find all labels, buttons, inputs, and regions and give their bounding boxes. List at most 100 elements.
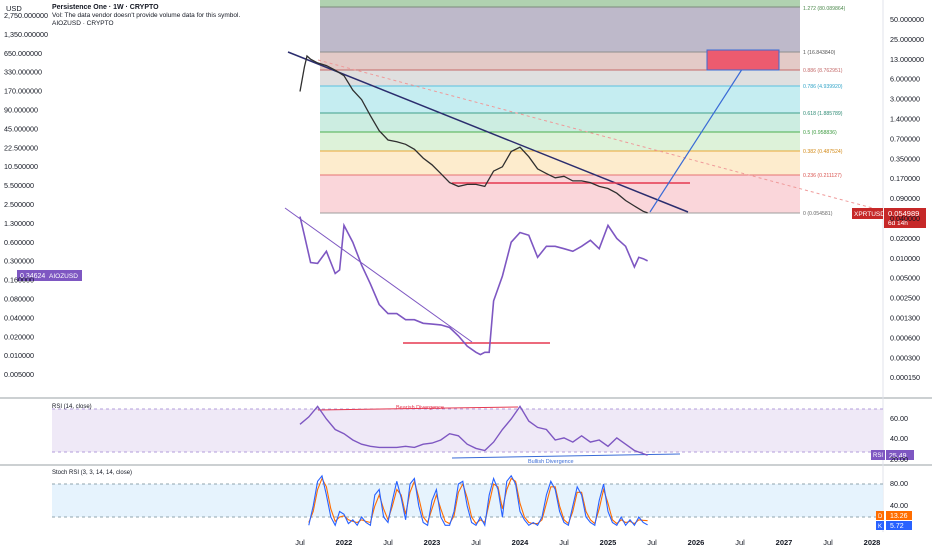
- fib-level-label: 0.886 (8.762951): [803, 68, 843, 74]
- right-tick-label: 3.000000: [890, 95, 920, 104]
- fib-level-label: 0 (0.054581): [803, 211, 833, 217]
- time-tick-label: Jul: [647, 538, 657, 547]
- rsi-badge: [871, 450, 885, 460]
- descending-trendline[interactable]: [287, 51, 689, 213]
- stoch-k-badge: [886, 521, 912, 530]
- d-badge: [876, 511, 884, 520]
- stoch-title: Stoch RSI (3, 3, 14, 14, close): [52, 470, 132, 476]
- rsi-axis: 60.00 40.00 20.00: [890, 414, 908, 464]
- stoch-tick-label: 80.00: [890, 479, 908, 488]
- currency-label: USD: [6, 4, 22, 13]
- fib-level-label: 0.786 (4.939920): [803, 84, 843, 90]
- aioz-symbol: AIOZUSD: [49, 273, 78, 280]
- chart-title: Persistence One · 1W · CRYPTO: [52, 4, 159, 11]
- left-tick-label: 0.080000: [4, 295, 34, 304]
- left-tick-label: 0.300000: [4, 257, 34, 266]
- rsi-tick-label: 40.00: [890, 434, 908, 443]
- xprt-countdown: 6d 14h: [888, 220, 908, 227]
- right-tick-label: 50.000000: [890, 15, 924, 24]
- right-tick-label: 0.170000: [890, 174, 920, 183]
- overlay-trendline[interactable]: [284, 207, 473, 343]
- left-tick-label: 5.500000: [4, 181, 34, 190]
- left-tick-label: 330.000000: [4, 68, 42, 77]
- left-tick-label: 1.300000: [4, 219, 34, 228]
- fib-band-1: [320, 7, 800, 52]
- bullish-divergence-line[interactable]: [451, 453, 681, 459]
- fib-level-label: 0.5 (0.958836): [803, 130, 837, 136]
- time-tick-label: Jul: [559, 538, 569, 547]
- fib-band-0618: [320, 86, 800, 113]
- k-badge-label: K: [878, 524, 882, 530]
- left-price-axis[interactable]: 2,750.000000 1,350.000000 650.000000 330.00…: [4, 11, 48, 379]
- fib-band-1272: [320, 0, 800, 7]
- right-tick-label: 0.005000: [890, 274, 920, 283]
- stoch-d-badge: [886, 511, 912, 520]
- rsi-series-line[interactable]: [299, 405, 648, 456]
- fib-level-label: 1.272 (80.089864): [803, 6, 846, 12]
- time-tick-label: Jul: [383, 538, 393, 547]
- stoch-axis: 80.00 40.00: [890, 479, 908, 510]
- dotted-trendline[interactable]: [317, 59, 881, 211]
- time-tick-label: 2027: [776, 538, 793, 547]
- d-badge-label: D: [878, 514, 883, 520]
- right-tick-label: 0.090000: [890, 194, 920, 203]
- fibonacci-retracement[interactable]: [320, 0, 800, 214]
- volume-note: Vol: The data vendor doesn't provide vol…: [52, 12, 240, 19]
- left-tick-label: 2.500000: [4, 200, 34, 209]
- xprt-series-line[interactable]: [299, 54, 648, 214]
- right-tick-label: 0.000150: [890, 373, 920, 382]
- bullish-divergence-label: Bullish Divergence: [528, 459, 574, 465]
- bearish-divergence-line[interactable]: [317, 406, 519, 411]
- right-price-axis[interactable]: 50.000000 25.000000 13.000000 6.000000 3.000…: [890, 15, 924, 382]
- time-tick-label: 2022: [336, 538, 353, 547]
- xprt-price-badge[interactable]: [884, 208, 926, 228]
- left-tick-label: 2,750.000000: [4, 11, 48, 20]
- left-tick-label: 0.040000: [4, 313, 34, 322]
- time-tick-label: 2025: [600, 538, 617, 547]
- k-badge: [876, 521, 884, 530]
- right-tick-label: 13.000000: [890, 55, 924, 64]
- right-tick-label: 25.000000: [890, 35, 924, 44]
- projection-arrow[interactable]: [649, 59, 749, 213]
- left-tick-label: 10.500000: [4, 162, 38, 171]
- left-tick-label: 0.020000: [4, 332, 34, 341]
- aioz-last-price: 0.34624: [20, 273, 45, 280]
- stoch-tick-label: 40.00: [890, 501, 908, 510]
- rsi-badge-label: RSI: [873, 453, 883, 459]
- fib-band-0382: [320, 132, 800, 151]
- fib-labels: 1.272 (80.089864) 1 (16.843840) 0.886 (8.7…: [803, 6, 846, 217]
- fib-band-05: [320, 113, 800, 132]
- right-tick-label: 0.002500: [890, 294, 920, 303]
- time-tick-label: Jul: [471, 538, 481, 547]
- left-tick-label: 0.005000: [4, 370, 34, 379]
- fib-level-label: 0.618 (1.885789): [803, 111, 843, 117]
- target-box[interactable]: [706, 49, 780, 71]
- right-tick-label: 0.020000: [890, 234, 920, 243]
- right-tick-label: 0.001300: [890, 314, 920, 323]
- rsi-tick-label: 60.00: [890, 414, 908, 423]
- stoch-k-line[interactable]: [308, 474, 648, 528]
- xprt-symbol: XPRTUSD: [854, 211, 885, 218]
- right-tick-label: 0.700000: [890, 134, 920, 143]
- left-tick-label: 0.160000: [4, 276, 34, 285]
- xprt-symbol-badge[interactable]: [852, 208, 883, 219]
- right-tick-label: 6.000000: [890, 75, 920, 84]
- rsi-value-badge: [886, 450, 914, 460]
- stoch-k-value: 5.72: [890, 523, 904, 530]
- aioz-series-line[interactable]: [299, 216, 648, 356]
- aioz-price-badge[interactable]: [17, 270, 82, 281]
- fib-band-0: [320, 175, 800, 213]
- time-tick-label: 2023: [424, 538, 441, 547]
- time-axis[interactable]: Jul 2022 Jul 2023 Jul 2024 Jul 2025 Jul 2026 Jul 20…: [295, 538, 880, 547]
- right-tick-label: 0.000300: [890, 353, 920, 362]
- right-tick-label: 1.400000: [890, 115, 920, 124]
- fib-band-0236: [320, 151, 800, 175]
- rsi-band: [52, 409, 883, 452]
- left-tick-label: 0.010000: [4, 351, 34, 360]
- xprt-last-price: 0.054989: [888, 209, 919, 218]
- left-tick-label: 45.000000: [4, 124, 38, 133]
- time-tick-label: 2026: [688, 538, 705, 547]
- stoch-d-value: 13.26: [890, 513, 908, 520]
- left-tick-label: 0.600000: [4, 238, 34, 247]
